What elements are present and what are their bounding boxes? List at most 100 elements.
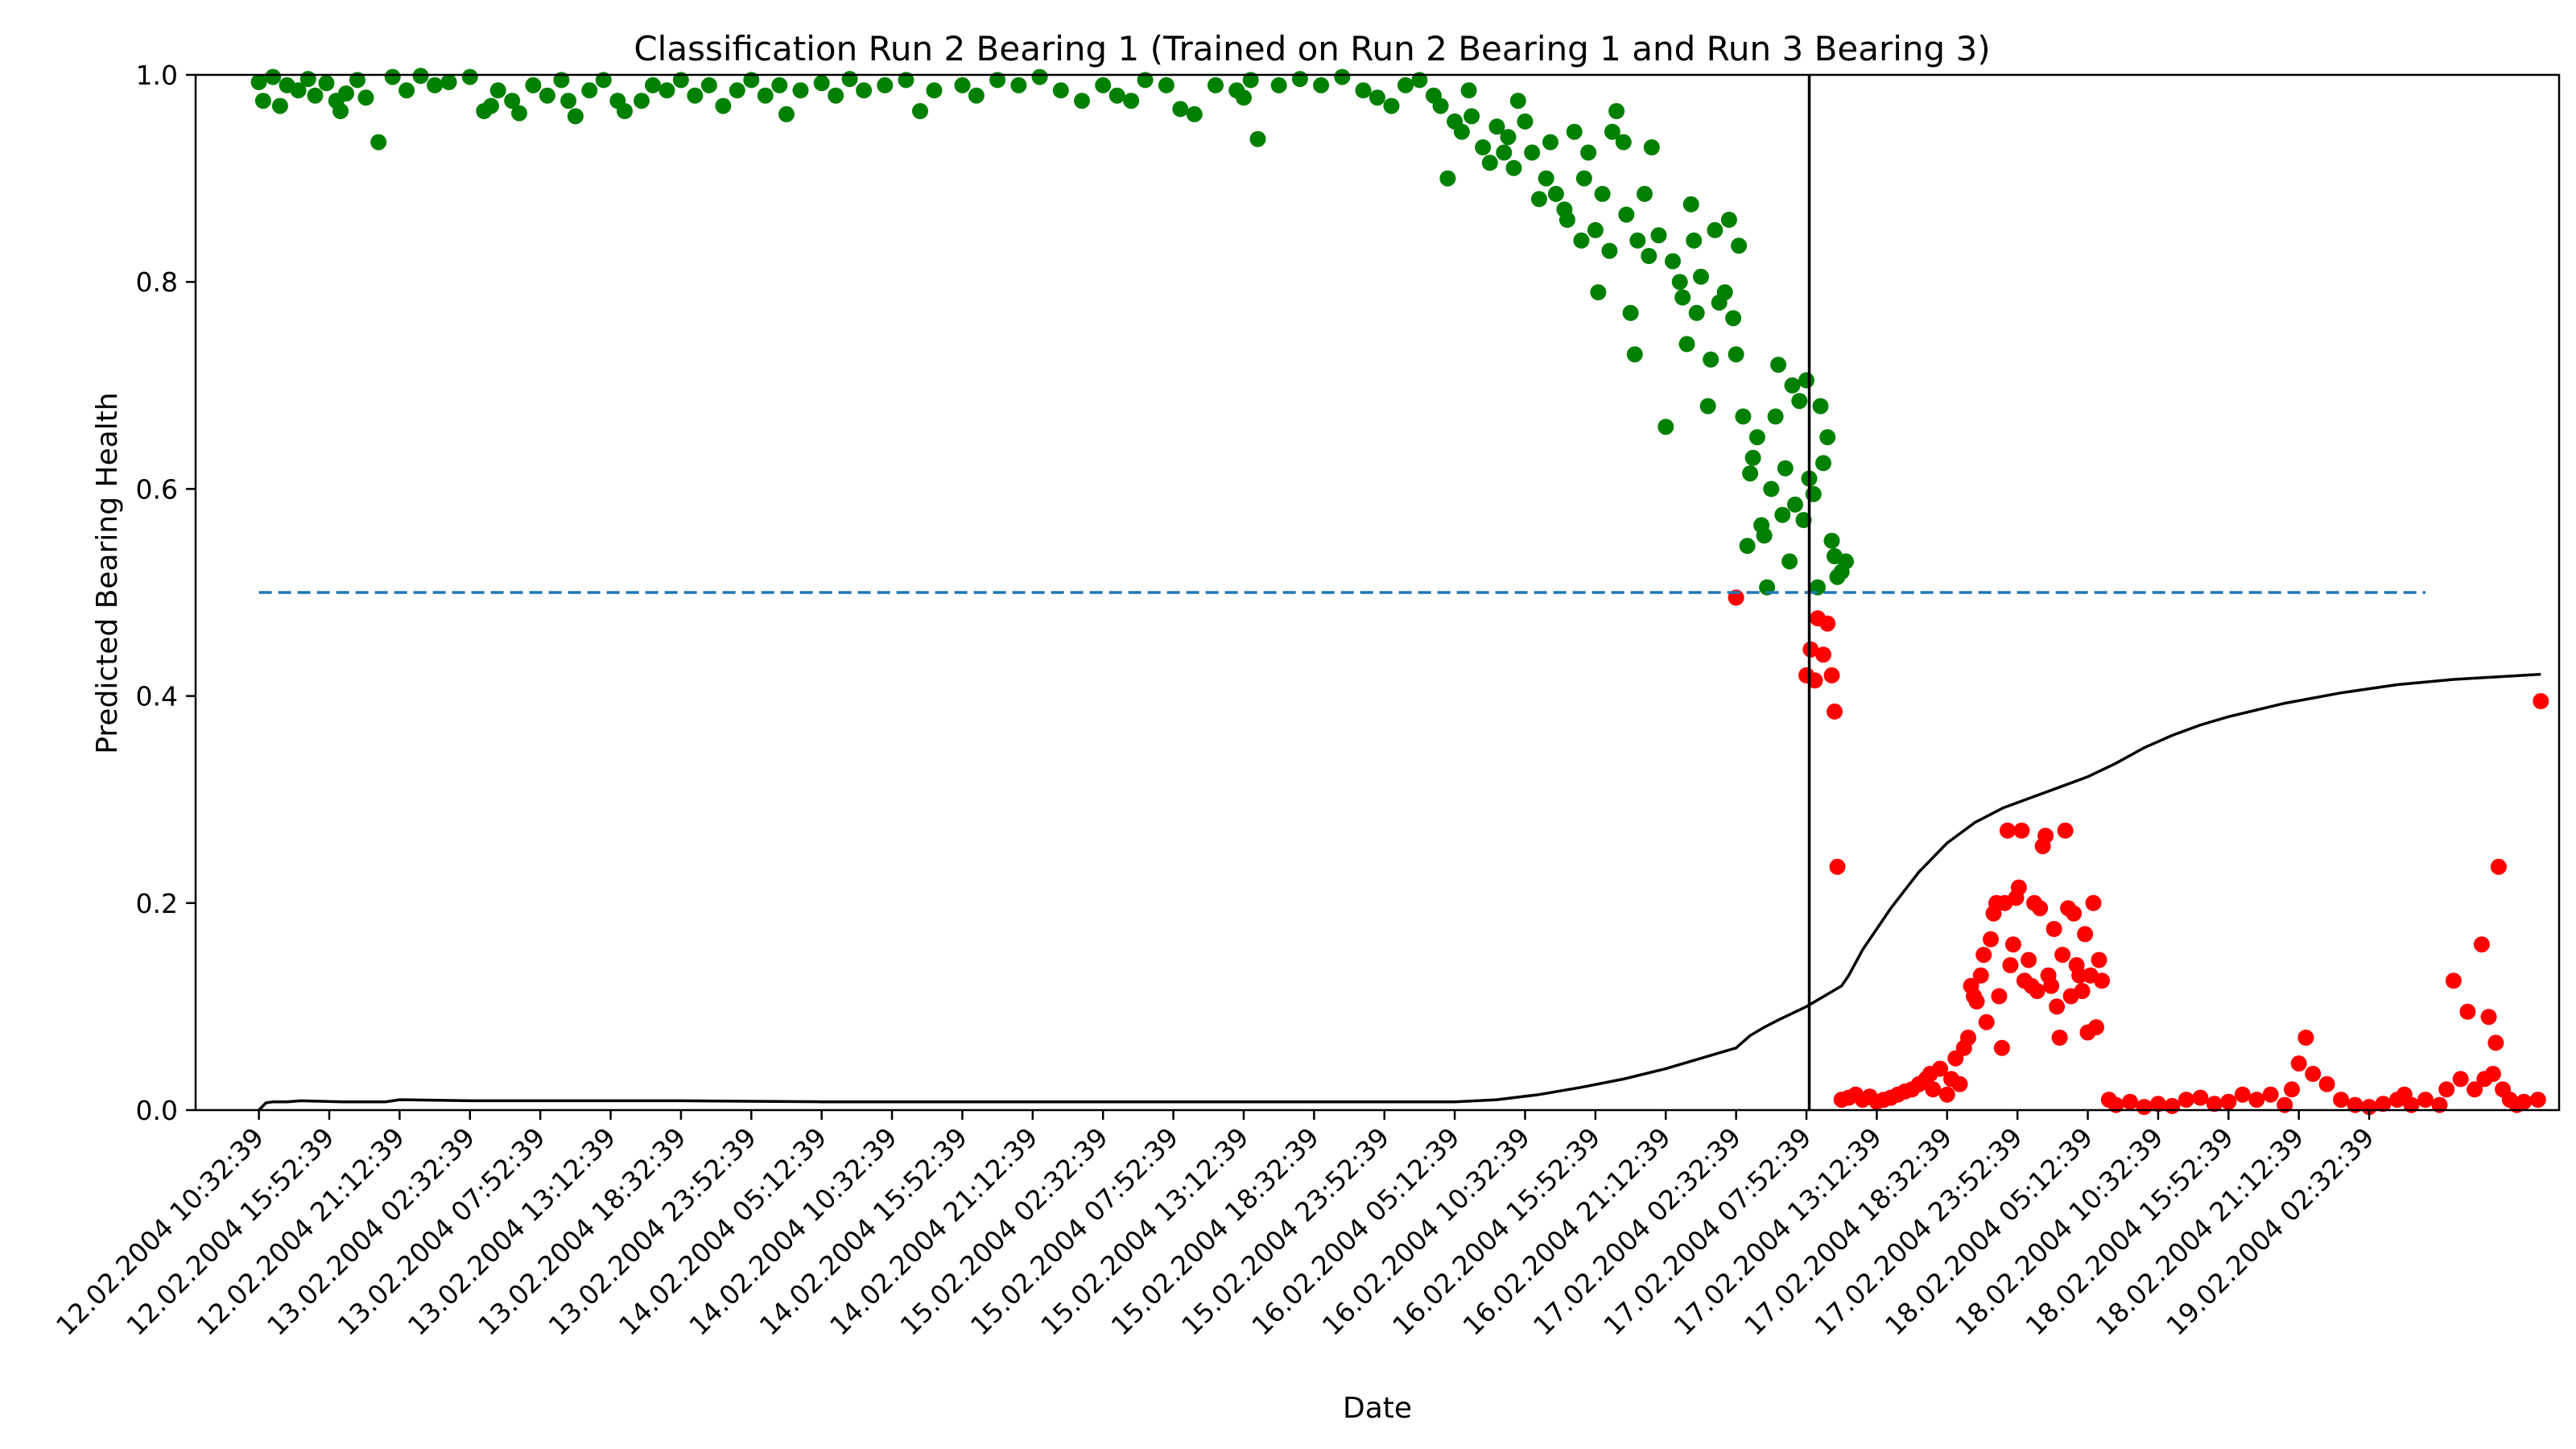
healthy-point: [1453, 123, 1470, 140]
healthy-point: [771, 76, 788, 93]
faulty-point: [1968, 993, 1985, 1009]
healthy-point: [1629, 232, 1646, 249]
healthy-point: [357, 89, 374, 106]
healthy-point: [1812, 398, 1829, 415]
faulty-point: [2490, 858, 2507, 875]
healthy-point: [1172, 101, 1189, 118]
healthy-point: [427, 76, 444, 93]
healthy-point: [1580, 144, 1597, 161]
y-tick-label: 1.0: [136, 60, 178, 91]
faulty-point: [2452, 1071, 2469, 1088]
faulty-point: [1827, 703, 1843, 720]
faulty-point: [2136, 1099, 2153, 1116]
faulty-point: [1925, 1081, 1942, 1098]
healthy-point: [1242, 72, 1259, 89]
healthy-point: [1615, 134, 1632, 151]
faulty-point: [2529, 1092, 2546, 1108]
faulty-point: [2533, 693, 2549, 709]
faulty-point: [2066, 905, 2083, 922]
faulty-point: [2192, 1089, 2209, 1106]
healthy-point: [1671, 274, 1688, 291]
healthy-point: [1731, 237, 1748, 254]
faulty-point: [2049, 998, 2066, 1015]
faulty-point: [2431, 1096, 2448, 1113]
faulty-point: [2010, 879, 2027, 896]
healthy-point: [1488, 118, 1505, 135]
healthy-point: [1496, 144, 1513, 161]
healthy-point: [1819, 429, 1836, 446]
healthy-point: [290, 82, 307, 99]
healthy-point: [1108, 87, 1125, 104]
healthy-point: [412, 68, 429, 85]
faulty-point: [2305, 1066, 2322, 1082]
healthy-point: [511, 105, 527, 122]
healthy-point: [338, 85, 354, 102]
healthy-point: [658, 82, 675, 99]
healthy-point: [1608, 103, 1625, 119]
faulty-point: [1978, 1013, 1995, 1030]
faulty-point: [1829, 858, 1846, 875]
faulty-point: [1951, 1075, 1968, 1092]
healthy-point: [1236, 89, 1252, 106]
healthy-point: [841, 71, 858, 88]
faulty-point: [2085, 894, 2102, 911]
healthy-point: [715, 97, 732, 114]
faulty-point: [2043, 977, 2060, 994]
healthy-point: [1823, 532, 1840, 549]
healthy-point: [1798, 372, 1814, 389]
healthy-point: [1601, 242, 1618, 259]
healthy-point: [299, 71, 316, 88]
healthy-point: [560, 93, 577, 109]
faulty-point: [2178, 1092, 2194, 1108]
faulty-point: [2480, 1009, 2497, 1026]
faulty-point: [2074, 983, 2091, 1000]
healthy-point: [757, 87, 774, 104]
healthy-point: [645, 76, 661, 93]
y-tick-label: 0.0: [136, 1095, 178, 1126]
healthy-point: [1781, 553, 1798, 570]
y-tick-label: 0.8: [136, 266, 178, 298]
healthy-point: [1334, 68, 1351, 85]
y-tick-label: 0.4: [136, 681, 178, 712]
healthy-point: [461, 68, 478, 85]
healthy-point: [634, 93, 650, 109]
healthy-point: [1463, 108, 1480, 125]
faulty-point: [2122, 1093, 2138, 1110]
healthy-point: [1031, 68, 1048, 85]
healthy-point: [1397, 76, 1414, 93]
healthy-point: [1770, 357, 1787, 374]
healthy-point: [1573, 232, 1590, 249]
faulty-point: [1999, 822, 2016, 839]
faulty-point: [2438, 1081, 2455, 1098]
healthy-point: [1767, 408, 1784, 425]
healthy-point: [318, 75, 335, 92]
healthy-point: [1657, 419, 1674, 436]
y-tick-label: 0.6: [136, 473, 178, 505]
faulty-point: [1938, 1086, 1955, 1103]
faulty-point: [1975, 947, 1992, 964]
healthy-point: [813, 75, 830, 92]
faulty-point: [2054, 947, 2071, 964]
faulty-point: [2484, 1066, 2501, 1082]
healthy-point: [553, 72, 570, 89]
faulty-point: [1802, 641, 1819, 658]
healthy-point: [877, 76, 894, 93]
healthy-point: [1524, 144, 1541, 161]
healthy-point: [1500, 129, 1517, 146]
healthy-point: [1558, 212, 1575, 228]
faulty-point: [2164, 1097, 2181, 1114]
healthy-point: [1784, 377, 1801, 394]
healthy-point: [1756, 527, 1773, 544]
healthy-point: [1838, 553, 1854, 570]
healthy-point: [1742, 465, 1759, 482]
healthy-point: [539, 87, 555, 104]
healthy-point: [1587, 221, 1604, 238]
healthy-point: [1618, 206, 1635, 223]
faulty-point: [2297, 1030, 2314, 1046]
faulty-point: [2051, 1030, 2068, 1046]
faulty-point: [2029, 983, 2046, 1000]
healthy-point: [1739, 538, 1756, 555]
y-axis: 0.0 0.2 0.4 0.6 0.8 1.0: [136, 60, 196, 1126]
faulty-point: [2032, 900, 2049, 917]
healthy-point: [1626, 346, 1643, 363]
